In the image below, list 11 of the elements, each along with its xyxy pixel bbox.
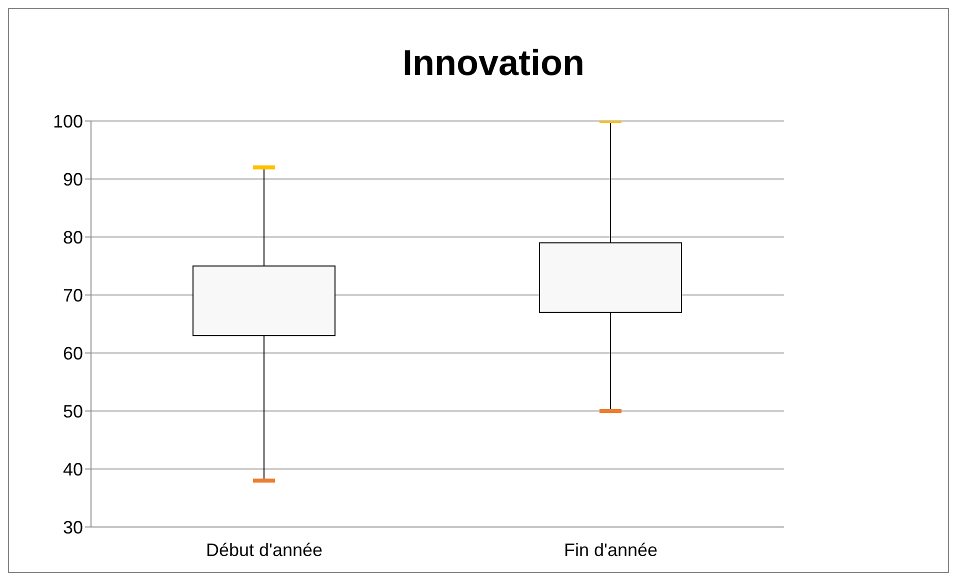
y-tick-label: 60	[62, 343, 83, 364]
y-tick-label: 90	[62, 169, 83, 190]
x-tick-label: Fin d'année	[564, 540, 658, 560]
y-tick-label: 80	[62, 227, 83, 248]
y-tick-label: 30	[62, 517, 83, 538]
y-tick-label: 70	[62, 285, 83, 306]
y-tick-label: 40	[62, 459, 83, 480]
y-tick-label: 100	[52, 111, 83, 132]
x-tick-label: Début d'année	[206, 540, 323, 560]
y-tick-label: 50	[62, 401, 83, 422]
chart-title: Innovation	[402, 41, 586, 85]
